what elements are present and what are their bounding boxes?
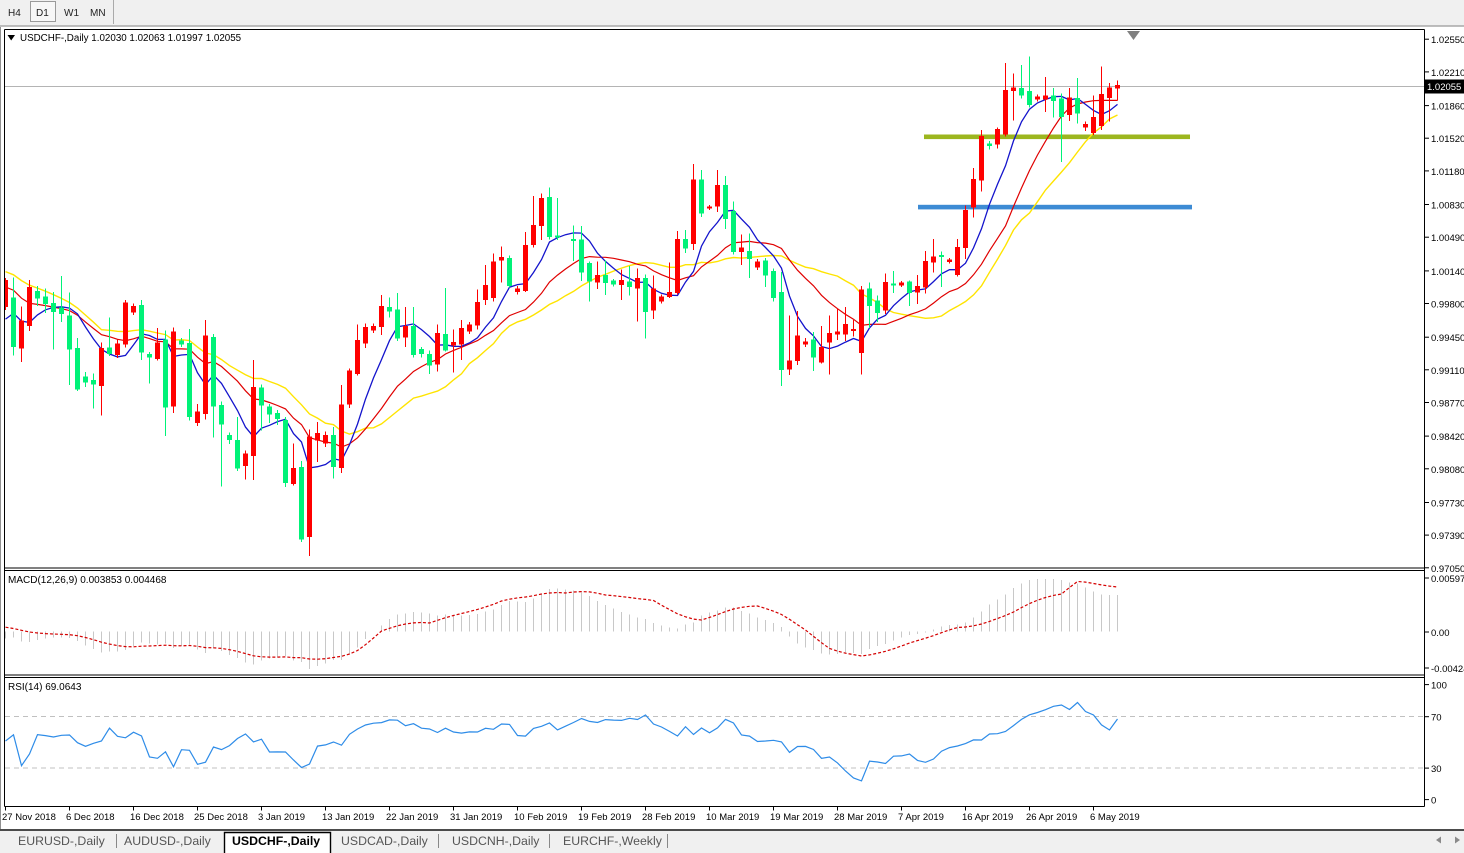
svg-text:USDCNH-,Daily: USDCNH-,Daily [452, 834, 540, 848]
svg-text:1.01860: 1.01860 [1431, 102, 1464, 113]
svg-text:19 Feb 2019: 19 Feb 2019 [578, 812, 631, 823]
svg-text:70: 70 [1431, 713, 1442, 724]
svg-text:H4: H4 [8, 8, 21, 19]
svg-text:27 Nov 2018: 27 Nov 2018 [2, 812, 56, 823]
svg-text:-0.004243: -0.004243 [1431, 664, 1464, 675]
svg-text:16 Dec 2018: 16 Dec 2018 [130, 812, 184, 823]
svg-text:6 Dec 2018: 6 Dec 2018 [66, 812, 115, 823]
svg-text:22 Jan 2019: 22 Jan 2019 [386, 812, 438, 823]
svg-text:0.99110: 0.99110 [1431, 366, 1464, 377]
svg-text:30: 30 [1431, 764, 1442, 775]
svg-text:1.02055: 1.02055 [1427, 82, 1461, 93]
svg-text:10 Feb 2019: 10 Feb 2019 [514, 812, 567, 823]
svg-text:W1: W1 [64, 8, 79, 19]
svg-text:0.99800: 0.99800 [1431, 300, 1464, 311]
svg-text:1.00490: 1.00490 [1431, 233, 1464, 244]
svg-text:MACD(12,26,9) 0.003853 0.00446: MACD(12,26,9) 0.003853 0.004468 [8, 575, 167, 586]
svg-text:RSI(14) 69.0643: RSI(14) 69.0643 [8, 682, 82, 693]
svg-text:1.00140: 1.00140 [1431, 267, 1464, 278]
svg-text:0.98770: 0.98770 [1431, 399, 1464, 410]
svg-text:0.00: 0.00 [1431, 628, 1450, 639]
svg-text:0.00597: 0.00597 [1431, 574, 1464, 585]
svg-text:D1: D1 [36, 8, 49, 19]
svg-text:100: 100 [1431, 681, 1447, 692]
svg-text:MN: MN [90, 8, 106, 19]
svg-text:3 Jan 2019: 3 Jan 2019 [258, 812, 305, 823]
svg-text:0.98080: 0.98080 [1431, 465, 1464, 476]
svg-text:USDCHF-,Daily: USDCHF-,Daily [232, 834, 320, 848]
svg-text:28 Mar 2019: 28 Mar 2019 [834, 812, 887, 823]
svg-text:10 Mar 2019: 10 Mar 2019 [706, 812, 759, 823]
svg-text:16 Apr 2019: 16 Apr 2019 [962, 812, 1013, 823]
svg-text:AUDUSD-,Daily: AUDUSD-,Daily [124, 834, 212, 848]
svg-text:7 Apr 2019: 7 Apr 2019 [898, 812, 944, 823]
svg-text:0.97390: 0.97390 [1431, 531, 1464, 542]
svg-text:0.98420: 0.98420 [1431, 432, 1464, 443]
svg-text:0.97050: 0.97050 [1431, 564, 1464, 575]
svg-text:USDCHF-,Daily 1.02030 1.02063: USDCHF-,Daily 1.02030 1.02063 1.01997 1.… [20, 33, 242, 44]
svg-text:6 May 2019: 6 May 2019 [1090, 812, 1140, 823]
svg-text:26 Apr 2019: 26 Apr 2019 [1026, 812, 1077, 823]
svg-text:25 Dec 2018: 25 Dec 2018 [194, 812, 248, 823]
svg-text:31 Jan 2019: 31 Jan 2019 [450, 812, 502, 823]
svg-text:1.01520: 1.01520 [1431, 134, 1464, 145]
svg-text:1.00830: 1.00830 [1431, 201, 1464, 212]
svg-text:19 Mar 2019: 19 Mar 2019 [770, 812, 823, 823]
svg-text:USDCAD-,Daily: USDCAD-,Daily [341, 834, 429, 848]
svg-text:0.97730: 0.97730 [1431, 499, 1464, 510]
svg-text:13 Jan 2019: 13 Jan 2019 [322, 812, 374, 823]
svg-text:EURCHF-,Weekly: EURCHF-,Weekly [563, 834, 663, 848]
svg-text:EURUSD-,Daily: EURUSD-,Daily [18, 834, 106, 848]
svg-text:0: 0 [1431, 796, 1436, 807]
svg-text:0.99450: 0.99450 [1431, 333, 1464, 344]
svg-text:28 Feb 2019: 28 Feb 2019 [642, 812, 695, 823]
svg-text:1.01180: 1.01180 [1431, 167, 1464, 178]
svg-text:1.02210: 1.02210 [1431, 68, 1464, 79]
svg-text:1.02550: 1.02550 [1431, 35, 1464, 46]
